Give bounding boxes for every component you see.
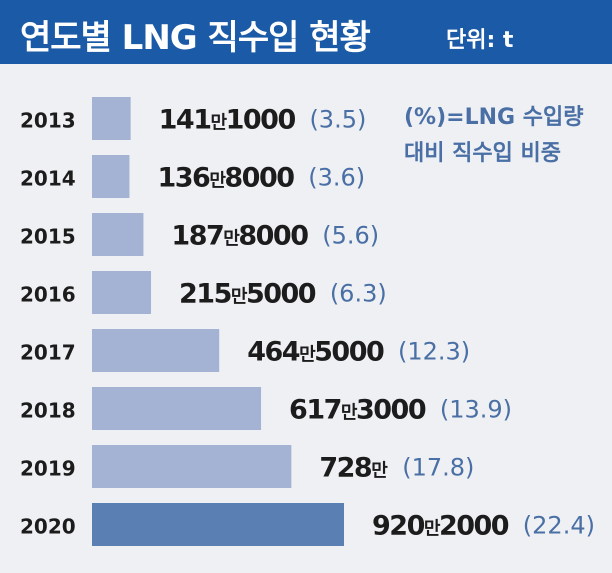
bar (92, 503, 344, 546)
share-label: (12.3) (398, 338, 470, 366)
value-label: 728만 (319, 453, 388, 484)
bar (92, 329, 220, 372)
year-label: 2015 (20, 225, 76, 249)
bar (92, 213, 144, 256)
year-label: 2018 (20, 399, 76, 423)
legend-note: (%)=LNG 수입량 대비 직수입 비중 (404, 100, 583, 172)
year-label: 2013 (20, 109, 76, 133)
value-label: 920만2000 (372, 511, 509, 542)
value-label: 141만1000 (159, 105, 296, 136)
legend-note-line-1: (%)=LNG 수입량 (404, 105, 584, 130)
bar (92, 271, 152, 314)
year-label: 2014 (20, 167, 76, 191)
year-label: 2017 (20, 341, 76, 365)
share-label: (3.6) (308, 164, 365, 192)
bar (92, 445, 292, 488)
chart-title: 연도별 LNG 직수입 현황 (20, 18, 371, 58)
year-label: 2020 (20, 515, 76, 539)
legend-note-line-2: 대비 직수입 비중 (404, 141, 561, 166)
share-label: (6.3) (330, 280, 387, 308)
unit-label: 단위: t (446, 28, 514, 53)
bar (92, 97, 131, 140)
value-label: 136만8000 (157, 163, 294, 194)
share-label: (3.5) (309, 106, 366, 134)
share-label: (5.6) (322, 222, 379, 250)
value-label: 464만5000 (247, 337, 384, 368)
year-label: 2016 (20, 283, 76, 307)
value-label: 617만3000 (289, 395, 426, 426)
bar (92, 155, 130, 198)
year-label: 2019 (20, 457, 76, 481)
share-label: (22.4) (523, 512, 595, 540)
chart-header: 연도별 LNG 직수입 현황 단위: t (0, 0, 612, 64)
value-label: 215만5000 (179, 279, 316, 310)
share-label: (17.8) (402, 454, 474, 482)
bar (92, 387, 262, 430)
share-label: (13.9) (440, 396, 512, 424)
value-label: 187만8000 (171, 221, 308, 252)
